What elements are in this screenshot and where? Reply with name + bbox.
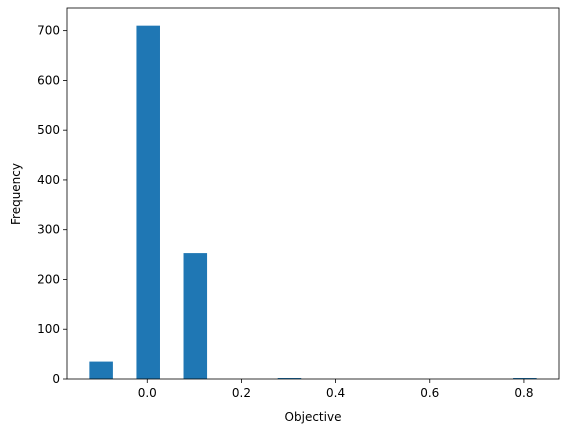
plot-frame (66, 7, 560, 380)
bar (183, 253, 208, 379)
y-tick-label: 100 (37, 322, 60, 336)
x-tick-label: 0.4 (326, 386, 345, 400)
y-tick-label: 300 (37, 223, 60, 237)
x-tick-label: 0.8 (514, 386, 533, 400)
x-axis-label: Objective (285, 410, 342, 424)
y-tick-label: 400 (37, 173, 60, 187)
y-tick-label: 700 (37, 24, 60, 38)
x-tick-label: 0.0 (138, 386, 157, 400)
bar (136, 25, 160, 380)
y-tick-label: 200 (37, 272, 60, 286)
y-axis-label: Frequency (9, 163, 23, 225)
bar (89, 361, 113, 379)
y-tick-label: 0 (52, 372, 60, 386)
x-tick-label: 0.6 (420, 386, 439, 400)
x-tick-label: 0.2 (232, 386, 251, 400)
bar (277, 378, 302, 379)
y-tick-label: 500 (37, 123, 60, 137)
y-tick-label: 600 (37, 73, 60, 87)
bar (513, 378, 537, 379)
